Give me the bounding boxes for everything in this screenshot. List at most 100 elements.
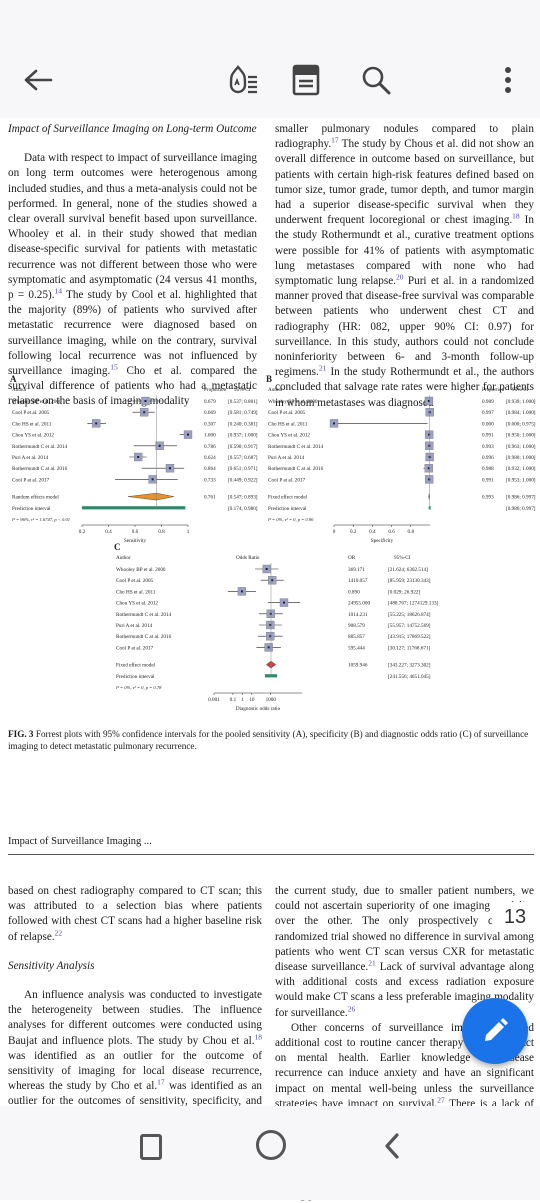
study-label: Rothermundt C at al. 2016 xyxy=(12,466,68,472)
text-run: Lack of survival advantage along with ad… xyxy=(275,961,535,1019)
ref-link[interactable]: 18 xyxy=(254,1031,263,1041)
column-header: 95%-CI xyxy=(234,387,251,393)
edit-fab[interactable] xyxy=(462,998,528,1064)
ci-value: [0.937; 1.000] xyxy=(228,433,258,439)
prediction-ci: [0.986; 0.997] xyxy=(506,506,536,512)
point-estimate xyxy=(267,646,270,649)
summary-ci: [0.986; 0.997] xyxy=(506,495,536,501)
x-tick-label: 0.2 xyxy=(350,529,357,535)
point-estimate xyxy=(428,411,431,414)
column-header: Author xyxy=(116,555,131,561)
ref-link[interactable]: 21 xyxy=(368,958,376,968)
ref-link[interactable]: 15 xyxy=(110,362,118,372)
text-run: the current study, due to smaller patien… xyxy=(275,885,534,974)
study-label: Rothermundt C et al. 2014 xyxy=(268,444,324,450)
text-run: Puri et al. in a randomized manner prove… xyxy=(275,275,534,379)
point-estimate xyxy=(428,456,431,458)
point-estimate xyxy=(143,411,146,414)
text-run: was identified as an outlier for the out… xyxy=(8,1049,262,1093)
ref-link[interactable]: 21 xyxy=(318,363,327,373)
study-label: Cool P at al. 2017 xyxy=(12,477,50,483)
point-estimate xyxy=(333,422,335,425)
back-icon[interactable] xyxy=(384,1132,400,1165)
paragraph: smaller pulmonary nodules compared to pl… xyxy=(275,122,534,411)
estimate-value: 0.679 xyxy=(204,399,216,405)
x-tick-label: 1000 xyxy=(266,697,277,703)
text-run: The study by Cool et al. highlighted tha… xyxy=(8,289,257,378)
running-rule xyxy=(8,854,534,855)
column-header: Author xyxy=(12,387,27,393)
x-tick-label: 0.6 xyxy=(388,529,395,535)
panel-label: B xyxy=(266,374,272,384)
search-icon[interactable] xyxy=(356,60,396,100)
estimate-value: 885.857 xyxy=(348,634,365,640)
estimate-value: 24955.000 xyxy=(348,601,370,607)
ref-link[interactable]: 26 xyxy=(347,1003,356,1013)
paragraph: based on chest radiography compared to C… xyxy=(8,884,262,945)
study-label: Whooley BP et al. 2000 xyxy=(116,567,166,573)
point-estimate xyxy=(168,467,171,470)
prediction-bar xyxy=(428,506,431,510)
x-tick-label: 0.8 xyxy=(408,529,415,535)
estimate-value: 0.996 xyxy=(482,455,494,461)
study-label: Cho HS et al. 2011 xyxy=(12,421,52,427)
ci-value: [0.953; 1.000] xyxy=(506,477,536,483)
ci-value: [21.624; 6302.514] xyxy=(388,567,428,573)
ci-value: [0.029; 26.922] xyxy=(388,589,420,595)
column-header: Proportion xyxy=(204,387,227,393)
study-label: Chou YS et al. 2012 xyxy=(12,433,54,439)
ci-value: [55.957; 14752.569] xyxy=(388,623,431,629)
heterogeneity-stat: I² = 0%, τ² = 0, p = 0.96 xyxy=(267,517,314,523)
ref-link[interactable]: 17 xyxy=(331,135,339,145)
reading-mode-icon[interactable] xyxy=(286,60,326,100)
x-tick-label: 10 xyxy=(249,697,255,703)
point-estimate xyxy=(427,467,430,470)
prediction-ci: [0.174; 0.980] xyxy=(228,506,258,512)
more-vert-icon[interactable] xyxy=(488,60,528,100)
ci-value: [85.959; 23130.343] xyxy=(388,578,431,584)
back-arrow-icon[interactable] xyxy=(18,60,58,100)
estimate-value: 0.993 xyxy=(482,444,494,450)
study-label: Rothermundt C at al. 2016 xyxy=(268,466,324,472)
study-label: Cho HS et al. 2011 xyxy=(268,421,308,427)
estimate-value: 0.997 xyxy=(482,410,494,416)
summary-label: Random effects model xyxy=(12,494,59,501)
home-icon[interactable] xyxy=(256,1130,286,1160)
text-run: The study by Chous et al. did not show a… xyxy=(275,138,534,227)
point-estimate xyxy=(137,456,140,458)
ref-link[interactable]: 27 xyxy=(437,1095,445,1105)
text-to-speech-icon[interactable] xyxy=(222,60,262,100)
section-heading: Impact of Surveillance Imaging on Long-t… xyxy=(8,123,257,135)
estimate-value: 0.669 xyxy=(204,410,216,416)
column-header: Proportion xyxy=(482,387,505,393)
prediction-bar xyxy=(82,506,186,510)
left-column: Impact of Surveillance Imaging on Long-t… xyxy=(8,122,257,410)
x-tick-label: 0 xyxy=(333,529,336,535)
ci-value: [30.127; 11768.671] xyxy=(388,645,431,651)
ref-link[interactable]: 22 xyxy=(54,927,63,937)
ref-link[interactable]: 14 xyxy=(54,286,63,296)
recents-icon[interactable] xyxy=(140,1134,162,1160)
study-label: Cool P et al. 2005 xyxy=(268,410,306,416)
ci-value: [0.557; 0.687] xyxy=(228,455,258,461)
ref-link[interactable]: 18 xyxy=(512,211,520,221)
system-nav-bar xyxy=(0,1106,540,1200)
ci-value: [0.240; 0.381] xyxy=(228,421,258,427)
estimate-value: 0.991 xyxy=(482,433,494,439)
prediction-label: Prediction interval xyxy=(12,506,51,512)
study-label: Cool P et al. 2005 xyxy=(12,410,50,416)
ref-link[interactable]: 20 xyxy=(395,272,404,282)
ref-link[interactable]: 17 xyxy=(157,1077,165,1087)
ci-value: [0.000; 0.975] xyxy=(506,421,536,427)
summary-label: Fixed effect model xyxy=(268,494,308,501)
point-estimate xyxy=(158,444,161,447)
study-label: Rothermundt C et al. 2014 xyxy=(12,444,68,450)
x-tick-label: 0.001 xyxy=(208,697,220,703)
estimate-value: 0.307 xyxy=(204,421,216,427)
estimate-value: 0.864 xyxy=(204,466,216,472)
pdf-page-2-body: Impact of Surveillance Imaging ... based… xyxy=(0,834,540,1201)
x-tick-label: 0.6 xyxy=(132,529,139,535)
point-estimate xyxy=(271,579,274,582)
summary-ci: [343.227; 3273.302] xyxy=(388,663,431,669)
x-tick-label: 0.4 xyxy=(369,529,376,535)
